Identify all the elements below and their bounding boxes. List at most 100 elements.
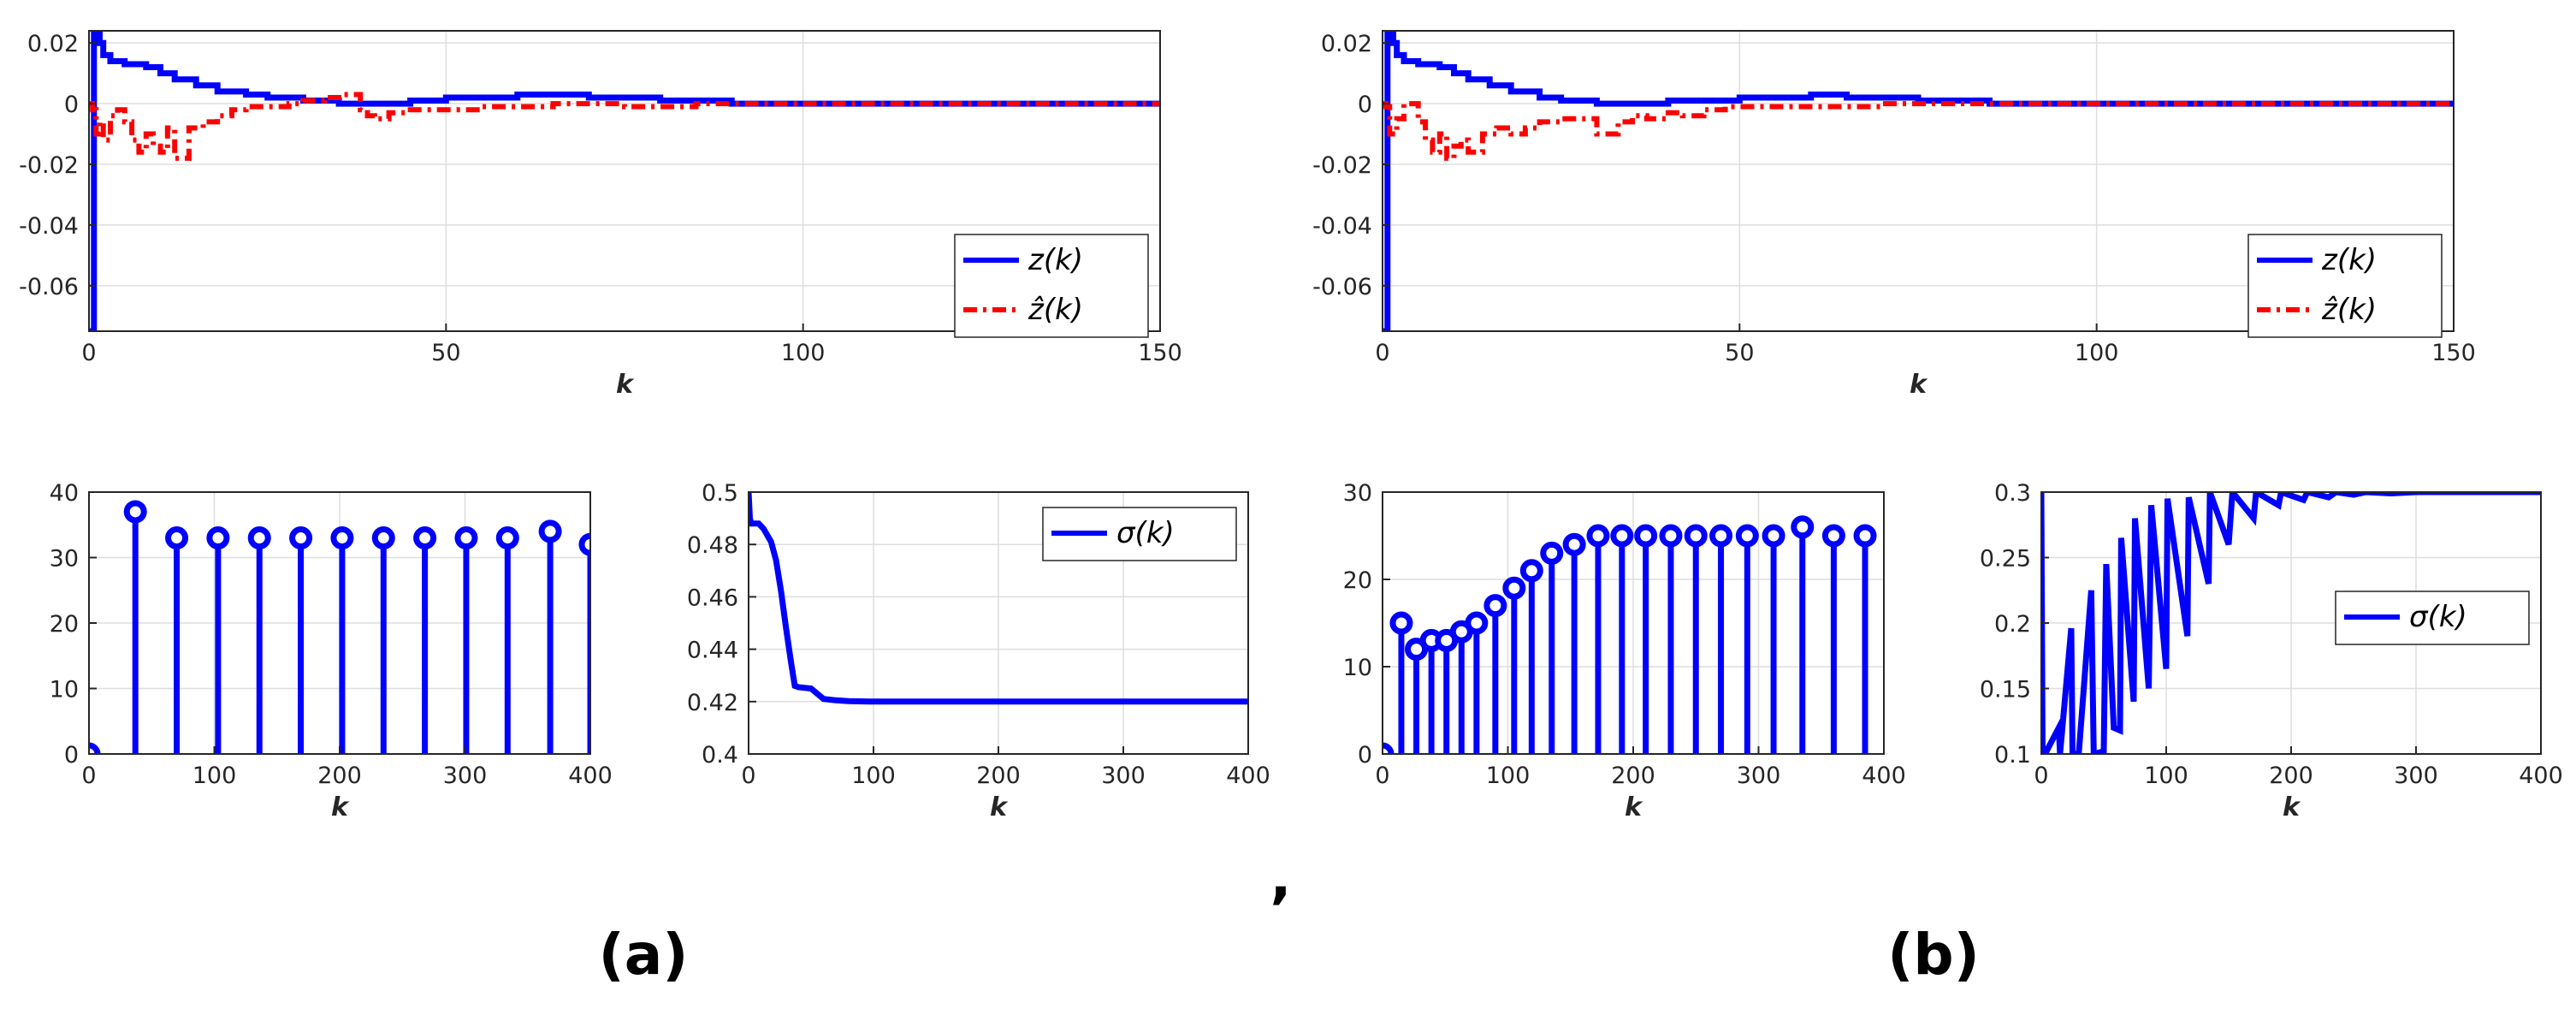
x-tick-label-4: 400	[2519, 763, 2563, 789]
x-axis-label: k	[2283, 792, 2301, 822]
stem-marker-7	[1483, 594, 1507, 618]
stem-marker-8	[1502, 576, 1526, 600]
x-tick-label-2: 200	[317, 763, 362, 789]
panel-separator: ,	[1270, 845, 1291, 911]
stem-marker-1	[1389, 611, 1413, 635]
y-tick-label-3: -0.04	[19, 213, 79, 240]
x-tick-label-3: 300	[2394, 763, 2438, 789]
axes-box	[1382, 30, 2455, 332]
y-tick-label-1: 10	[50, 677, 79, 703]
y-tick-label-3: -0.04	[1312, 213, 1372, 240]
legend-label-0: z(k)	[1027, 243, 1083, 277]
stem-marker-10	[495, 526, 519, 550]
y-tick-label-0: 0.02	[1321, 31, 1372, 57]
y-tick-label-2: -0.02	[19, 152, 79, 179]
chart-a-stem: 0 100 200 300 400 0 10 20 30 40 k	[50, 480, 613, 822]
x-tick-label-0: 0	[1375, 763, 1389, 789]
y-tick-label-3: 0.44	[687, 638, 738, 664]
series-line-0	[89, 31, 1160, 331]
chart-b-top: 0 50 100 150 0.02 0 -0.02 -0.04 -0.06 k z(k) ẑ(k)	[1312, 30, 2476, 400]
stem-marker-14	[1634, 524, 1658, 548]
y-tick-label-0: 0.5	[702, 480, 738, 507]
plot-area	[1383, 515, 1877, 754]
series-line-0	[2041, 492, 2541, 754]
x-tick-label-3: 150	[2431, 340, 2476, 366]
stem-marker-13	[1610, 524, 1634, 548]
x-tick-label-0: 0	[741, 763, 755, 789]
panel-label-b: (b)	[1887, 922, 1980, 988]
series-line-1	[1383, 101, 2454, 161]
x-tick-label-4: 400	[1226, 763, 1270, 789]
y-tick-label-4: -0.06	[1312, 274, 1372, 300]
y-tick-label-0: 0.3	[1994, 480, 2031, 507]
stem-marker-4	[247, 526, 271, 550]
legend-label-0: z(k)	[2321, 243, 2377, 277]
panel-label-a: (a)	[599, 922, 689, 988]
stem-marker-11	[1562, 532, 1586, 556]
stem-marker-16	[1684, 524, 1708, 548]
y-tick-label-4: 0.1	[1994, 742, 2031, 769]
y-tick-label-0: 0.02	[27, 31, 79, 57]
stem-marker-12	[1586, 524, 1610, 548]
y-tick-label-2: 0.2	[1994, 611, 2031, 638]
stem-marker-20	[1791, 515, 1815, 539]
legend-box	[2247, 234, 2443, 338]
stem-marker-10	[1540, 541, 1564, 565]
chart-b-stem: 0 100 200 300 400 0 10 20 30 k	[1343, 480, 1906, 822]
y-tick-label-2: 20	[1343, 567, 1372, 594]
x-axis-label: k	[990, 792, 1009, 822]
chart-a-top: 0 50 100 150 0.02 0 -0.02 -0.04 -0.06 k z(k) ẑ(k)	[19, 30, 1182, 400]
x-tick-label-0: 0	[81, 763, 96, 789]
x-tick-label-2: 200	[976, 763, 1021, 789]
stem-marker-0	[1383, 742, 1395, 754]
y-tick-label-4: -0.06	[19, 274, 79, 300]
y-tick-label-3: 30	[50, 546, 79, 573]
stem-marker-6	[1465, 611, 1489, 635]
x-tick-label-2: 200	[2269, 763, 2313, 789]
y-tick-label-1: 0.25	[1980, 546, 2031, 573]
y-tick-label-3: 30	[1343, 480, 1372, 507]
y-tick-label-5: 0.4	[702, 742, 738, 769]
stem-marker-3	[206, 526, 230, 550]
stem-marker-5	[289, 526, 313, 550]
y-tick-label-1: 0	[64, 92, 79, 118]
series-line-0	[1383, 31, 2454, 331]
series-line-0	[749, 492, 1248, 705]
series-line-1	[89, 92, 1160, 161]
x-tick-label-2: 200	[1611, 763, 1655, 789]
stem-marker-19	[1762, 524, 1785, 548]
x-tick-label-3: 300	[1737, 763, 1781, 789]
legend-box	[954, 234, 1149, 338]
x-tick-label-1: 100	[851, 763, 896, 789]
x-tick-label-0: 0	[2034, 763, 2048, 789]
stem-marker-2	[165, 526, 189, 550]
stem-marker-0	[89, 742, 101, 754]
stem-marker-18	[1735, 524, 1759, 548]
x-tick-label-1: 100	[192, 763, 237, 789]
y-tick-label-0: 0	[1358, 742, 1372, 769]
x-tick-label-3: 300	[443, 763, 488, 789]
stem-marker-12	[578, 532, 590, 556]
x-tick-label-4: 400	[568, 763, 613, 789]
y-tick-label-1: 10	[1343, 655, 1372, 681]
y-tick-label-4: 40	[50, 480, 79, 507]
plot-area	[749, 492, 1248, 705]
x-axis-label: k	[1625, 792, 1643, 822]
stem-marker-6	[330, 526, 354, 550]
stem-marker-21	[1821, 524, 1845, 548]
x-tick-label-2: 100	[2075, 340, 2119, 366]
plot-area	[1383, 31, 2454, 331]
stem-marker-15	[1659, 524, 1683, 548]
x-axis-label: k	[616, 370, 635, 400]
y-tick-label-1: 0	[1358, 92, 1372, 118]
y-tick-label-2: -0.02	[1312, 152, 1372, 179]
plot-area	[89, 500, 590, 754]
plot-area	[2041, 492, 2541, 754]
legend-label-1: ẑ(k)	[2321, 293, 2377, 327]
plot-area	[89, 31, 1160, 331]
stem-marker-9	[1519, 559, 1543, 583]
x-tick-label-1: 100	[2144, 763, 2188, 789]
x-axis-label: k	[1910, 370, 1928, 400]
stem-marker-9	[454, 526, 478, 550]
